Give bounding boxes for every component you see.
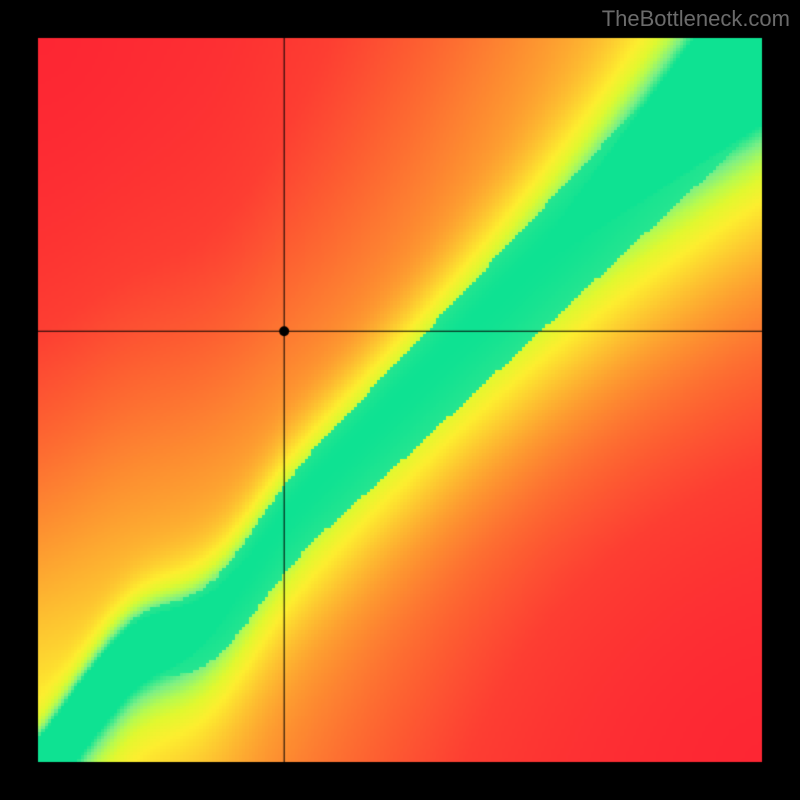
chart-container: TheBottleneck.com: [0, 0, 800, 800]
watermark-text: TheBottleneck.com: [602, 6, 790, 32]
heatmap-canvas: [0, 0, 800, 800]
